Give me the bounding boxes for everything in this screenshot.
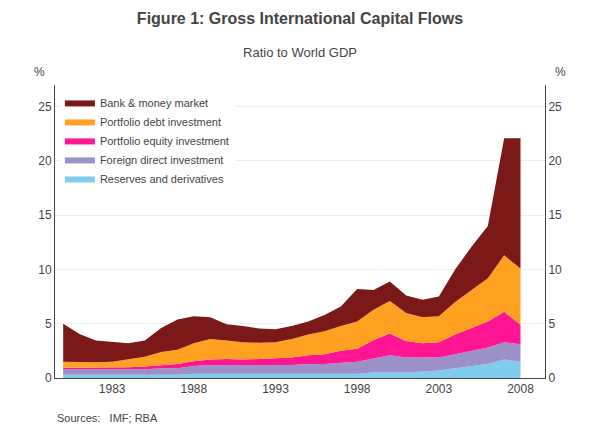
svg-text:Ratio to World GDP: Ratio to World GDP <box>243 45 357 60</box>
svg-text:%: % <box>555 65 566 79</box>
svg-text:25: 25 <box>38 100 52 114</box>
svg-text:0: 0 <box>45 371 52 385</box>
svg-text:0: 0 <box>548 371 555 385</box>
svg-text:Foreign direct investment: Foreign direct investment <box>100 154 223 166</box>
svg-text:%: % <box>34 65 45 79</box>
svg-text:2008: 2008 <box>507 382 534 396</box>
svg-text:5: 5 <box>45 317 52 331</box>
svg-text:5: 5 <box>548 317 555 331</box>
svg-text:10: 10 <box>38 263 52 277</box>
svg-text:1993: 1993 <box>262 382 289 396</box>
svg-text:Portfolio equity investment: Portfolio equity investment <box>100 135 229 147</box>
svg-text:1998: 1998 <box>344 382 371 396</box>
svg-text:15: 15 <box>38 208 52 222</box>
svg-text:Bank & money market: Bank & money market <box>100 97 208 109</box>
svg-text:2003: 2003 <box>425 382 452 396</box>
svg-text:20: 20 <box>548 154 562 168</box>
svg-text:Reserves and derivatives: Reserves and derivatives <box>100 173 224 185</box>
svg-text:Sources: IMF; RBA: Sources: IMF; RBA <box>57 412 158 424</box>
svg-text:10: 10 <box>548 263 562 277</box>
svg-text:1983: 1983 <box>99 382 126 396</box>
svg-text:Figure 1: Gross International: Figure 1: Gross International Capital Fl… <box>137 10 463 27</box>
svg-text:20: 20 <box>38 154 52 168</box>
svg-text:1988: 1988 <box>180 382 207 396</box>
svg-text:Portfolio debt investment: Portfolio debt investment <box>100 116 221 128</box>
svg-text:25: 25 <box>548 100 562 114</box>
svg-text:15: 15 <box>548 208 562 222</box>
